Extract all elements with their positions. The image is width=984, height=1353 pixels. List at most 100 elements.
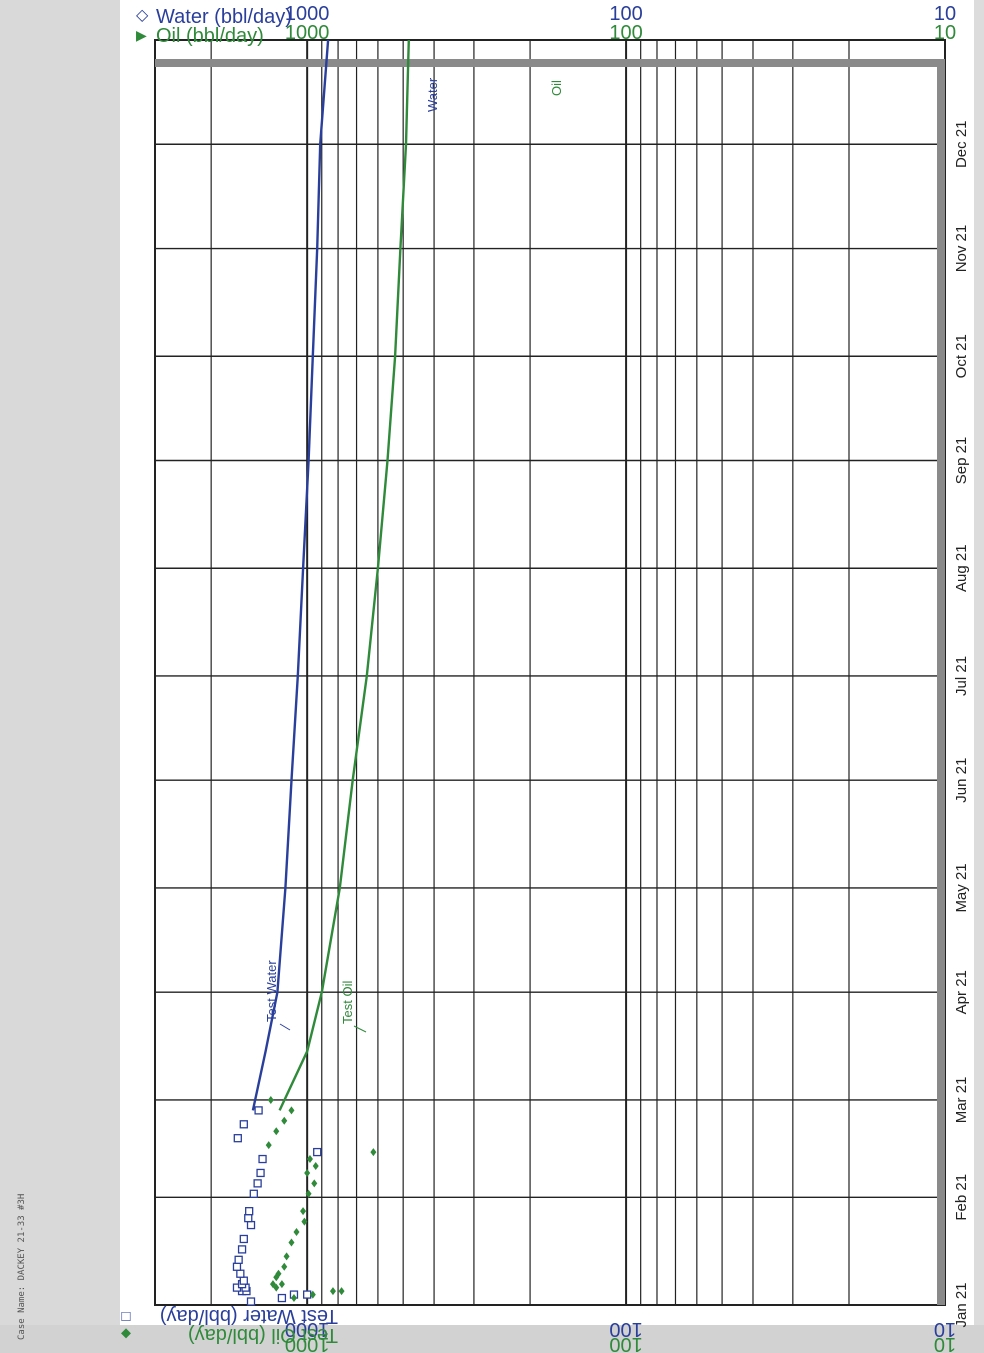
scan-bottom-margin: [0, 1325, 984, 1353]
test-oil-point: [312, 1161, 319, 1170]
test-water-point: [239, 1234, 248, 1244]
month-label: Dec 21: [953, 120, 970, 168]
top-tick-label: 1000: [285, 22, 330, 44]
test-oil-point: [275, 1269, 282, 1278]
test-oil-point: [273, 1127, 280, 1136]
test-oil-point: [288, 1238, 295, 1247]
top-tick-label: 10: [934, 22, 956, 44]
test-oil-point: [267, 1095, 274, 1104]
test-water-point: [237, 1245, 247, 1254]
test-water-point: [249, 1189, 258, 1198]
annotation-water: Water: [425, 77, 440, 112]
series-points: [232, 1095, 377, 1306]
test-oil-point: [269, 1280, 276, 1289]
legend-top: ◇ Water (bbl/day) ▶ Oil (bbl/day): [136, 6, 292, 47]
legend-testoil-symbol: ◆: [121, 1327, 131, 1342]
plot-right-bar: [937, 59, 945, 1305]
top-tick-label: 10: [934, 3, 956, 25]
bottom-tick-label: 100: [609, 1333, 642, 1353]
test-oil-point: [370, 1148, 377, 1157]
bottom-tick-label: 1000: [285, 1333, 330, 1353]
test-water-point: [246, 1297, 256, 1306]
month-label: Mar 21: [953, 1077, 970, 1124]
series-line-water: [251, 39, 330, 1111]
test-oil-point: [265, 1141, 272, 1150]
month-label: Sep 21: [953, 437, 970, 485]
legend-oil-label: Oil (bbl/day): [156, 25, 264, 47]
month-label: Apr 21: [953, 970, 970, 1014]
date-axis-labels: Jan 21 Feb 21 Mar 21 Apr 21 May 21 Jun 21 Jul …: [953, 120, 970, 1327]
test-oil-point: [301, 1217, 308, 1226]
bottom-tick-label: 10: [934, 1333, 956, 1353]
test-water-point: [239, 1276, 248, 1285]
annotation-test-oil: Test Oil: [340, 981, 355, 1024]
test-water-point: [256, 1168, 265, 1178]
test-water-point: [246, 1220, 256, 1230]
series-lines: [251, 39, 410, 1111]
test-water-point: [232, 1262, 242, 1271]
series-line-oil: [278, 39, 410, 1111]
scan-right-margin: [974, 0, 984, 1353]
bottom-tick-label: 100: [609, 1318, 642, 1340]
bottom-tick-label: 1000: [285, 1318, 330, 1340]
test-oil-point: [309, 1290, 316, 1299]
legend-testoil-label: Test Oil (bbl/day): [188, 1324, 338, 1346]
annotation-test-water: Test Water: [264, 960, 279, 1022]
legend-oil-symbol: ▶: [136, 27, 147, 43]
scan-left-margin: [0, 0, 120, 1353]
legend-water-symbol: ◇: [136, 7, 149, 24]
test-water-point: [239, 1120, 248, 1129]
test-water-point: [234, 1255, 243, 1264]
test-oil-point: [311, 1179, 318, 1188]
annotation-test-water-pointer: [279, 1023, 291, 1031]
test-oil-point: [281, 1116, 288, 1125]
month-label: Feb 21: [953, 1174, 970, 1221]
case-name: Case Name: DACKEY 21-33 #3H: [17, 1194, 27, 1340]
annotation-oil: Oil: [549, 80, 564, 96]
grid: [154, 40, 946, 1306]
test-water-point: [245, 1207, 254, 1216]
test-water-point: [244, 1213, 253, 1223]
top-tick-label: 1000: [285, 3, 330, 25]
test-oil-point: [300, 1207, 307, 1216]
plot-top-bar: [155, 59, 945, 67]
test-water-point: [236, 1269, 245, 1278]
test-oil-point: [329, 1287, 336, 1296]
test-water-point: [277, 1293, 287, 1303]
test-oil-point: [338, 1287, 345, 1296]
test-water-point: [233, 1134, 242, 1143]
month-label: Nov 21: [953, 225, 970, 273]
test-oil-point: [281, 1262, 288, 1271]
month-label: Jan 21: [953, 1282, 970, 1327]
test-oil-point: [283, 1252, 290, 1261]
bottom-tick-label: 10: [934, 1318, 956, 1340]
test-oil-point: [304, 1168, 311, 1177]
test-water-point: [254, 1106, 263, 1115]
legend-water-label: Water (bbl/day): [156, 6, 292, 28]
top-tick-label: 100: [609, 22, 642, 44]
test-oil-point: [293, 1228, 300, 1237]
test-oil-point: [305, 1189, 312, 1198]
test-oil-point: [290, 1294, 297, 1303]
plot-background: [155, 40, 945, 1305]
test-water-point: [313, 1147, 322, 1157]
legend-testwater-label: Test Water (bbl/day): [160, 1305, 338, 1327]
test-oil-point: [278, 1280, 285, 1289]
annotation-test-oil-pointer: [353, 1025, 367, 1033]
top-tick-label: 100: [609, 3, 642, 25]
month-label: Jun 21: [953, 758, 970, 803]
test-water-point: [303, 1290, 312, 1299]
legend-testwater-symbol: □: [121, 1308, 130, 1325]
test-oil-point: [306, 1155, 313, 1164]
test-oil-point: [288, 1106, 295, 1115]
month-label: Aug 21: [953, 544, 970, 592]
test-water-point: [253, 1179, 262, 1188]
test-water-point: [258, 1154, 267, 1164]
month-label: Oct 21: [953, 334, 970, 378]
month-label: May 21: [953, 863, 970, 912]
legend-bottom: □ Test Water (bbl/day) ◆ Test Oil (bbl/d…: [121, 1305, 338, 1346]
month-label: Jul 21: [953, 656, 970, 696]
